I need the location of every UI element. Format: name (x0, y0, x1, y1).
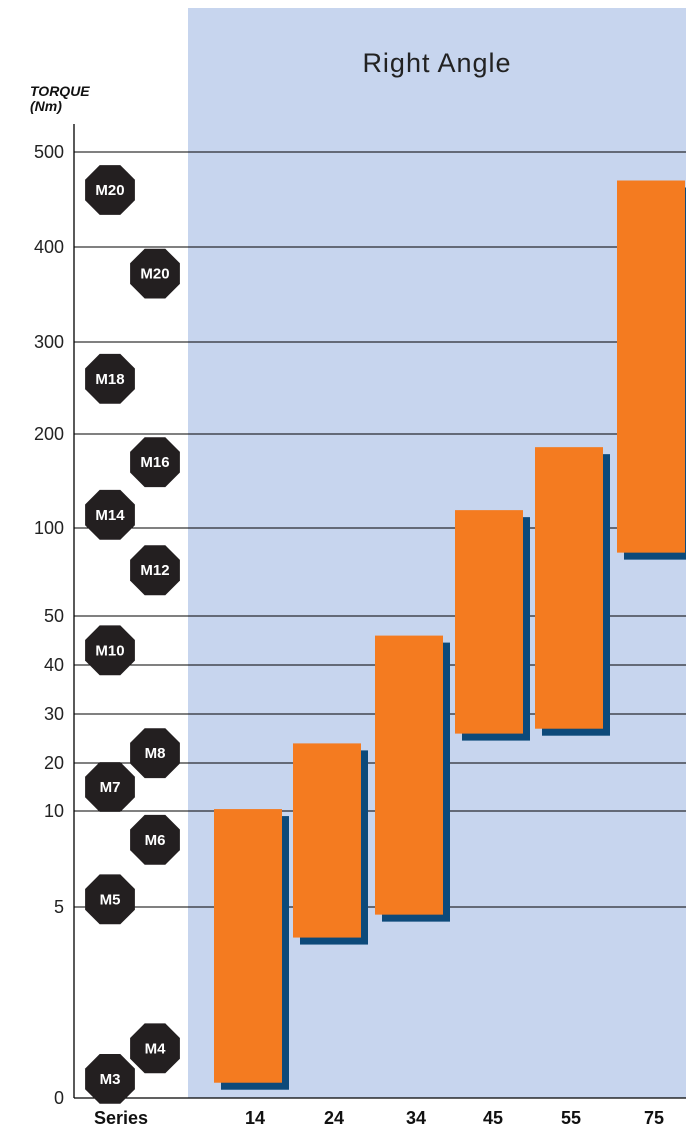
bolt-label-m8: M8 (145, 745, 166, 762)
bolt-label-m6: M6 (145, 832, 166, 849)
y-axis-title-line1: TORQUE (30, 83, 90, 99)
octagon-icon (85, 1054, 135, 1104)
category-label-75: 75 (644, 1108, 664, 1128)
bar-45 (455, 510, 523, 734)
bolt-marker-m10: M10 (85, 625, 135, 676)
octagon-icon (85, 874, 135, 925)
octagon-icon (130, 1023, 180, 1074)
bar-series-34 (375, 635, 450, 922)
category-labels: 14 24 34 45 55 75 (245, 1108, 664, 1128)
octagon-icon (85, 353, 135, 404)
bolt-marker-m14: M14 (85, 489, 135, 540)
bolt-marker-m7: M7 (85, 762, 135, 812)
x-axis-title: Series (94, 1108, 148, 1128)
category-label-55: 55 (561, 1108, 581, 1128)
octagon-icon (130, 814, 180, 865)
octagon-icon (85, 625, 135, 676)
bolt-label-m3: M3 (100, 1071, 121, 1088)
bolt-label-m12: M12 (140, 562, 169, 579)
y-tick-label-300: 300 (34, 332, 64, 352)
y-tick-label-100: 100 (34, 518, 64, 538)
bar-series-45 (455, 510, 530, 741)
octagon-icon (85, 489, 135, 540)
category-label-45: 45 (483, 1108, 503, 1128)
y-tick-label-0: 0 (54, 1088, 64, 1108)
chart-title: Right Angle (362, 48, 511, 78)
category-label-34: 34 (406, 1108, 426, 1128)
y-tick-label-200: 200 (34, 424, 64, 444)
y-axis-title-line2: (Nm) (30, 98, 62, 114)
bolt-marker-m4: M4 (130, 1023, 180, 1074)
bar-series-14 (214, 809, 289, 1090)
y-tick-label-30: 30 (44, 704, 64, 724)
bar-24 (293, 743, 361, 938)
bar-14 (214, 809, 282, 1083)
y-tick-label-400: 400 (34, 237, 64, 257)
octagon-icon (130, 248, 180, 299)
bolt-marker-m20: M20 (130, 248, 180, 299)
bolt-marker-m20: M20 (85, 165, 135, 215)
bar-series-75 (617, 180, 686, 560)
bolt-marker-m6: M6 (130, 814, 180, 865)
bolt-marker-m3: M3 (85, 1054, 135, 1104)
y-tick-label-500: 500 (34, 142, 64, 162)
octagon-icon (130, 728, 180, 779)
y-tick-label-50: 50 (44, 606, 64, 626)
range-bars (214, 180, 686, 1090)
bolt-label-m7: M7 (100, 779, 121, 796)
category-label-24: 24 (324, 1108, 344, 1128)
octagon-icon (130, 545, 180, 596)
y-tick-label-10: 10 (44, 801, 64, 821)
bolt-label-m16: M16 (140, 454, 169, 471)
bolt-label-m14: M14 (95, 507, 125, 524)
bolt-label-m5: M5 (100, 891, 121, 908)
bar-series-55 (535, 447, 610, 736)
bar-55 (535, 447, 603, 729)
category-label-14: 14 (245, 1108, 265, 1128)
bolt-marker-m12: M12 (130, 545, 180, 596)
y-tick-label-20: 20 (44, 753, 64, 773)
octagon-icon (85, 165, 135, 215)
bar-75 (617, 180, 685, 553)
y-tick-label-40: 40 (44, 655, 64, 675)
bolt-marker-m18: M18 (85, 353, 135, 404)
y-tick-label-5: 5 (54, 897, 64, 917)
bolt-label-m20: M20 (95, 182, 124, 199)
bar-series-24 (293, 743, 368, 945)
bolt-label-m10: M10 (95, 642, 124, 659)
bolt-label-m4: M4 (145, 1040, 166, 1057)
bar-34 (375, 635, 443, 915)
octagon-icon (130, 437, 180, 488)
y-tick-labels: 0 5 10 20 30 40 50 100 200 300 400 500 (34, 142, 64, 1108)
bolt-marker-m16: M16 (130, 437, 180, 488)
bolt-marker-m5: M5 (85, 874, 135, 925)
octagon-icon (85, 762, 135, 812)
bolt-label-m20: M20 (140, 266, 169, 283)
bolt-size-markers: M20 M20 M18 M16 M14 M12 M10 M8 M7 M6 M5 M4 M3 (85, 165, 180, 1104)
bolt-marker-m8: M8 (130, 728, 180, 779)
bolt-label-m18: M18 (95, 371, 124, 388)
